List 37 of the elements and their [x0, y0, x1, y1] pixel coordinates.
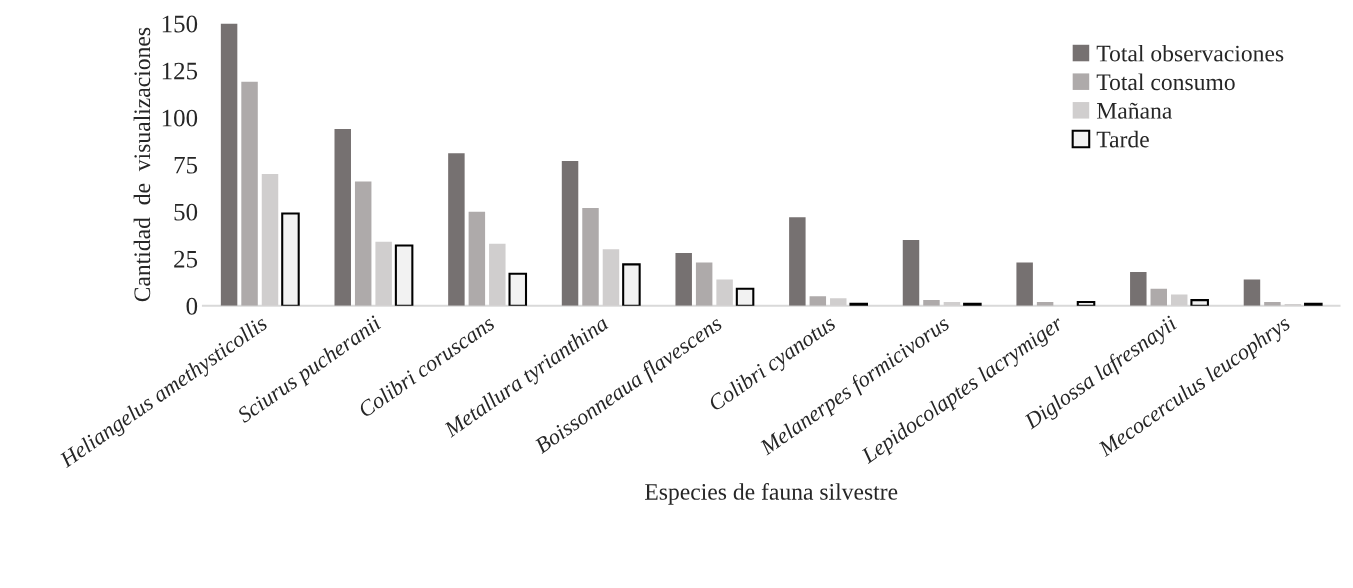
legend-label: Tarde [1096, 130, 1149, 148]
y-tick-label: 75 [174, 156, 198, 174]
bar [695, 262, 713, 306]
bar [809, 296, 827, 306]
bar [1190, 299, 1209, 306]
bar [1130, 271, 1147, 306]
bar [675, 253, 692, 306]
bar [448, 153, 465, 306]
legend-label: Total observaciones [1096, 44, 1284, 62]
bar [582, 207, 599, 306]
bar [334, 128, 351, 306]
y-tick-label: 0 [186, 297, 198, 315]
bar [394, 244, 414, 306]
bar [508, 272, 528, 306]
legend-label: Mañana [1096, 102, 1173, 119]
bar [561, 160, 579, 306]
y-axis-title: Cantidad de visualizaciones [133, 27, 151, 302]
y-tick-label: 100 [162, 109, 198, 127]
y-tick-label: 125 [162, 62, 198, 80]
bar [735, 287, 755, 306]
bar [1016, 262, 1033, 306]
legend-label: Total consumo [1096, 73, 1235, 91]
y-tick-label: 50 [174, 203, 198, 221]
bar [789, 217, 806, 306]
y-tick-label: 25 [174, 250, 198, 268]
bar [923, 300, 940, 306]
bar [1243, 279, 1261, 306]
x-axis-title: Especies de fauna silvestre [645, 483, 898, 505]
bar [468, 211, 486, 306]
bar [220, 23, 238, 306]
y-tick-label: 150 [162, 15, 198, 33]
bar [354, 181, 372, 306]
bar [241, 81, 258, 306]
bar [1150, 288, 1167, 306]
bar [902, 239, 920, 306]
bar [622, 263, 641, 306]
bar [281, 212, 300, 306]
